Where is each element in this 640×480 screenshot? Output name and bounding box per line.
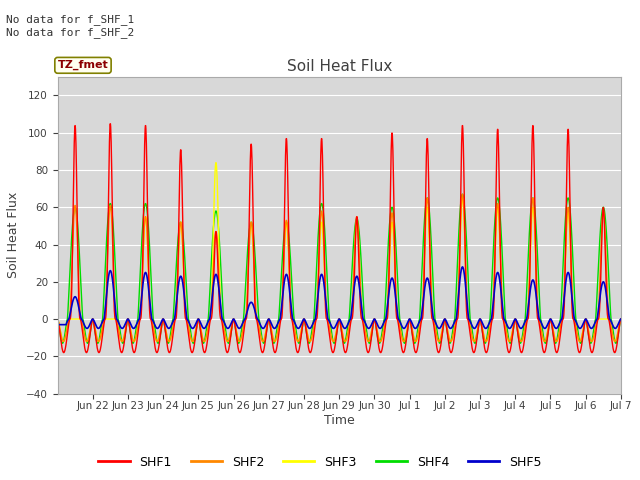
SHF2 [232,324,239,330]
SHF4 [373,332,381,338]
Text: TZ_fmet: TZ_fmet [58,60,108,71]
Text: No data for f_SHF_1
No data for f_SHF_2: No data for f_SHF_1 No data for f_SHF_2 [6,14,134,38]
SHF5 [541,325,549,331]
SHF2 [458,192,466,197]
SHF3 [609,336,617,341]
SHF2 [541,338,549,344]
SHF1 [60,350,68,356]
SHF4 [110,239,118,245]
SHF1 [617,316,625,322]
SHF5 [617,316,625,322]
SHF2 [110,283,118,289]
SHF1 [541,349,549,355]
SHF2 [609,335,617,340]
SHF2 [617,316,625,322]
SHF1 [609,346,617,352]
Line: SHF4: SHF4 [58,194,621,343]
SHF5 [110,292,118,298]
SHF3 [374,329,381,335]
SHF3 [110,316,118,322]
SHF5 [609,324,617,329]
SHF5 [83,325,91,331]
SHF2 [60,338,67,344]
SHF4 [541,340,549,346]
SHF3 [509,324,517,330]
SHF4 [609,329,617,335]
SHF2 [373,328,381,334]
SHF4 [59,340,67,346]
SHF3 [212,160,220,166]
Line: SHF5: SHF5 [58,267,621,328]
Title: Soil Heat Flux: Soil Heat Flux [287,59,392,74]
SHF1 [374,335,381,341]
SHF4 [509,327,517,333]
SHF2 [509,324,517,330]
Y-axis label: Soil Heat Flux: Soil Heat Flux [8,192,20,278]
SHF4 [617,316,625,322]
SHF3 [54,316,61,322]
SHF5 [54,322,61,327]
SHF3 [232,325,240,331]
Line: SHF1: SHF1 [58,124,621,353]
SHF4 [54,316,61,322]
SHF4 [232,327,239,333]
SHF1 [111,308,118,313]
SHF1 [232,329,240,335]
SHF5 [509,320,517,325]
SHF1 [54,316,61,322]
SHF4 [458,192,466,197]
SHF2 [54,316,61,322]
Line: SHF2: SHF2 [58,194,621,341]
Line: SHF3: SHF3 [58,163,621,341]
SHF5 [458,264,466,270]
SHF3 [60,338,67,344]
SHF1 [106,121,114,127]
SHF3 [617,316,625,322]
SHF1 [509,327,517,333]
X-axis label: Time: Time [324,414,355,427]
Legend: SHF1, SHF2, SHF3, SHF4, SHF5: SHF1, SHF2, SHF3, SHF4, SHF5 [93,451,547,474]
SHF5 [373,322,381,327]
SHF3 [541,338,549,344]
SHF5 [232,320,239,325]
